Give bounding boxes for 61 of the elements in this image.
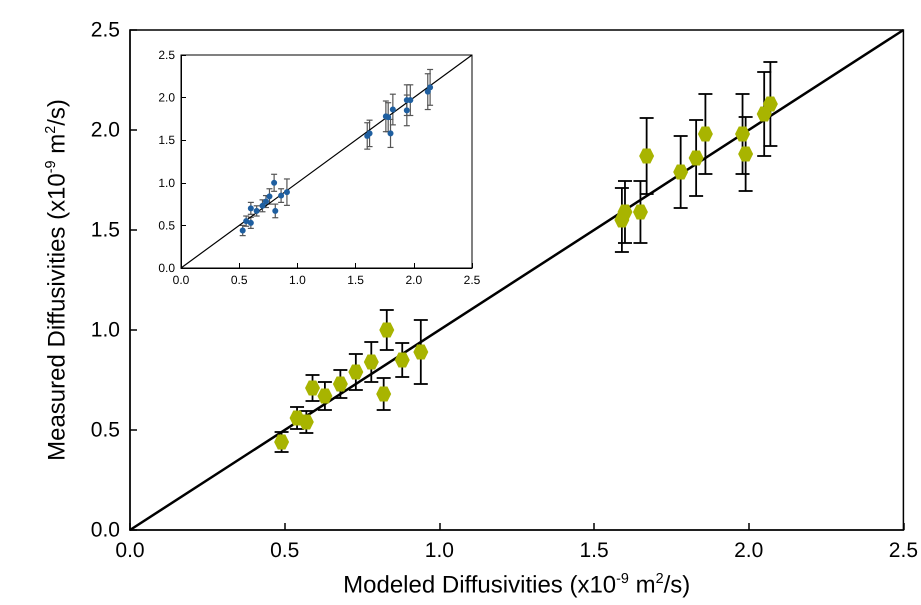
y-tick-label: 1.0 bbox=[158, 176, 176, 190]
point bbox=[394, 352, 410, 368]
point bbox=[698, 126, 713, 142]
point bbox=[240, 228, 246, 234]
point bbox=[278, 192, 284, 199]
x-tick-label: 2.5 bbox=[888, 539, 918, 562]
x-tick-label: 0.0 bbox=[172, 273, 190, 287]
point bbox=[388, 130, 394, 136]
point bbox=[639, 148, 654, 164]
point bbox=[305, 380, 320, 396]
y-tick-label: 2.0 bbox=[90, 118, 120, 142]
point bbox=[332, 376, 348, 392]
x-tick-label: 1.0 bbox=[289, 273, 306, 287]
point bbox=[317, 388, 332, 404]
point bbox=[413, 344, 428, 360]
x-tick-label: 0.5 bbox=[230, 273, 248, 287]
point bbox=[262, 198, 269, 205]
point bbox=[688, 150, 704, 166]
x-tick-label: 2.0 bbox=[405, 273, 422, 287]
point bbox=[379, 322, 394, 338]
point bbox=[298, 414, 314, 430]
x-tick-label: 0.5 bbox=[270, 539, 300, 562]
y-tick-label: 1.5 bbox=[158, 133, 176, 148]
point bbox=[248, 220, 254, 226]
y-tick-label: 0.0 bbox=[158, 261, 176, 275]
y-tick-label: 2.0 bbox=[158, 90, 176, 105]
y-tick-label: 2.5 bbox=[90, 18, 120, 42]
x-tick-label: 0.0 bbox=[115, 539, 145, 562]
point bbox=[274, 434, 290, 450]
x-tick-label: 2.0 bbox=[734, 539, 764, 562]
point bbox=[762, 96, 778, 112]
point bbox=[266, 193, 272, 200]
point bbox=[248, 205, 254, 212]
x-tick-label: 1.5 bbox=[579, 539, 609, 562]
point bbox=[738, 146, 754, 162]
point bbox=[376, 386, 392, 402]
point bbox=[366, 130, 373, 136]
point bbox=[404, 107, 410, 114]
x-tick-label: 1.5 bbox=[347, 273, 364, 287]
point bbox=[427, 84, 434, 90]
point bbox=[254, 208, 260, 214]
y-tick-label: 0.5 bbox=[158, 218, 176, 232]
point bbox=[735, 126, 750, 142]
y-tick-label: 0.5 bbox=[90, 418, 120, 442]
point bbox=[390, 106, 396, 113]
y-tick-label: 2.5 bbox=[158, 48, 176, 62]
point bbox=[673, 164, 688, 180]
point bbox=[271, 180, 278, 186]
y-tick-label: 0.0 bbox=[90, 518, 120, 542]
point bbox=[272, 208, 278, 214]
y-axis-title: Measured Diffusivities (x10-9 m2/s) bbox=[43, 99, 70, 461]
point bbox=[364, 354, 379, 370]
x-tick-label: 1.0 bbox=[424, 539, 454, 562]
point bbox=[259, 202, 266, 209]
y-tick-label: 1.5 bbox=[90, 218, 120, 242]
point bbox=[617, 204, 632, 220]
point bbox=[632, 204, 648, 220]
y-tick-label: 1.0 bbox=[90, 318, 120, 342]
x-tick-label: 2.5 bbox=[464, 273, 481, 287]
point bbox=[348, 364, 364, 380]
point bbox=[284, 189, 290, 196]
